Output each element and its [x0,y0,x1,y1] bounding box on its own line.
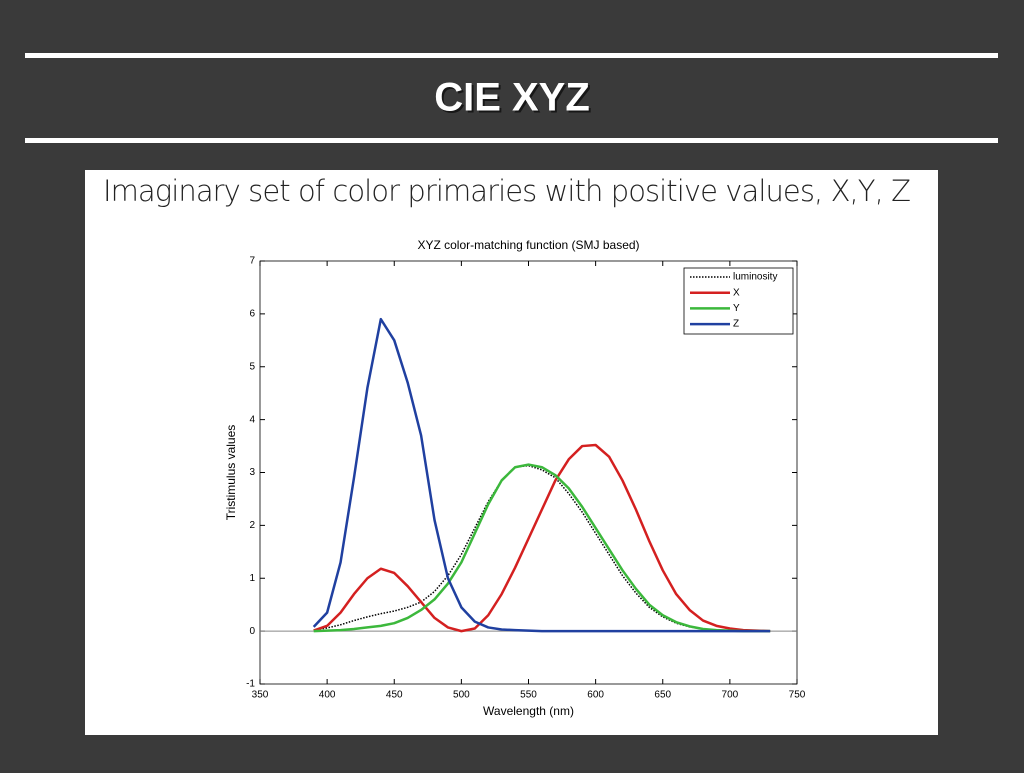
y-tick-label: 3 [249,467,255,478]
series-line [313,443,771,633]
x-tick-label: 600 [587,690,604,701]
y-tick-label: -1 [246,679,255,690]
series-line [313,463,771,633]
y-tick-label: 1 [249,573,255,584]
y-tick-label: 4 [249,414,255,425]
legend-label: luminosity [733,272,777,283]
x-axis-label: Wavelength (nm) [483,704,574,718]
rule-bottom [25,138,998,143]
title-shadow: CIE XYZ [436,78,592,122]
y-tick-label: 5 [249,361,255,372]
x-tick-label: 350 [252,690,269,701]
y-tick-label: 7 [249,256,255,267]
x-tick-label: 400 [319,690,336,701]
y-axis-label: Tristimulus values [224,425,238,521]
y-tick-label: 0 [249,626,255,637]
rule-top [25,53,998,58]
y-tick-label: 6 [249,309,255,320]
panel [85,170,938,735]
y-tick-label: 2 [249,520,255,531]
legend-label: X [733,287,740,298]
chart-title: XYZ color-matching function (SMJ based) [417,238,639,252]
x-tick-label: 550 [520,690,537,701]
x-tick-label: 700 [722,690,739,701]
chart: XYZ color-matching function (SMJ based) W… [224,238,806,718]
x-tick-label: 750 [789,690,806,701]
legend-label: Z [733,319,739,330]
series-line [312,317,771,633]
x-tick-label: 650 [654,690,671,701]
slide-title: CIE XYZ [434,76,590,120]
subtitle: Imaginary set of color primaries with po… [103,174,911,208]
x-tick-label: 450 [386,690,403,701]
series-line [313,464,771,632]
x-tick-label: 500 [453,690,470,701]
legend-label: Y [733,303,740,314]
